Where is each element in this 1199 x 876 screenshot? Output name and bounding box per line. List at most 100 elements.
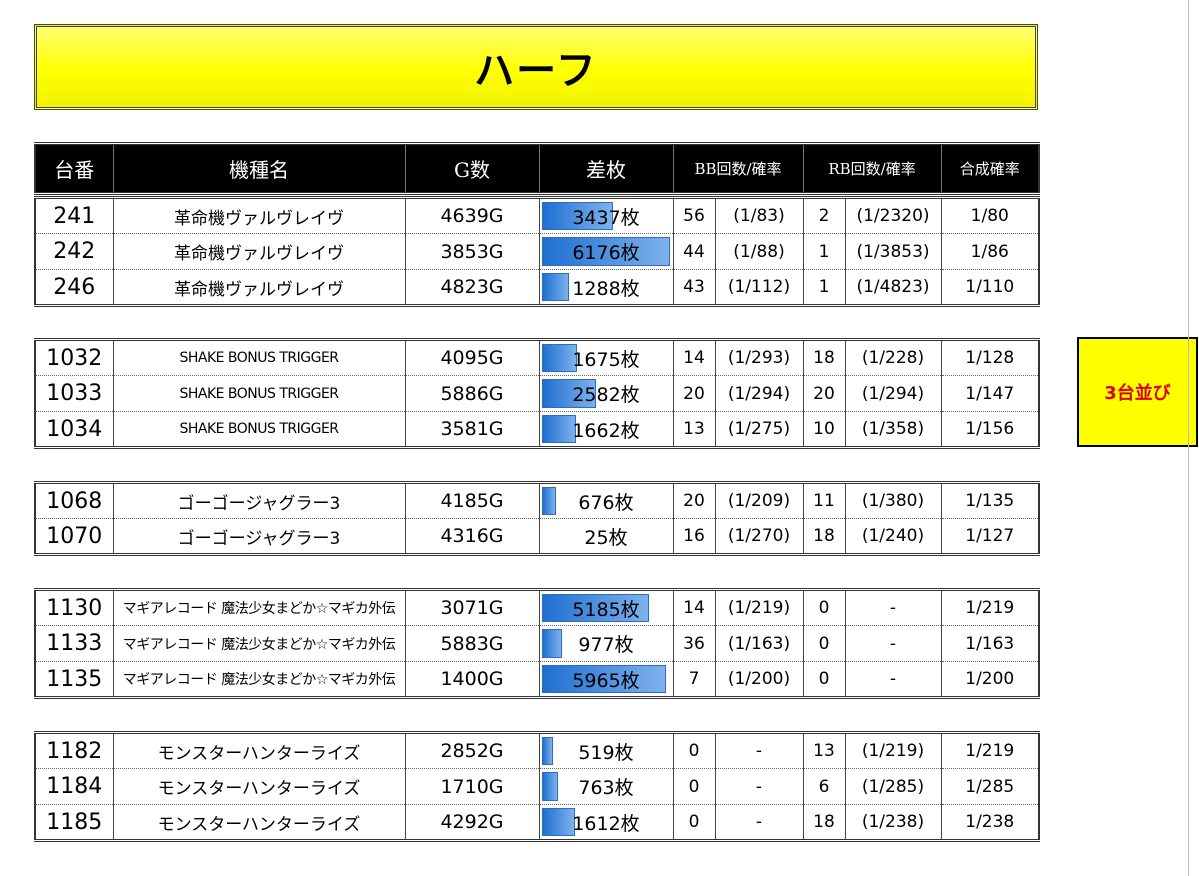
game-count: 5886G [404,375,540,412]
rb-probability: (1/294) [844,375,942,412]
game-count: 3071G [404,589,540,626]
machine-name: SHAKE BONUS TRIGGER [112,339,406,376]
header-machine-name: 機種名 [112,143,406,194]
header-rb: RB回数/確率 [802,143,942,194]
coin-difference: 5185枚 [538,589,674,626]
rb-count: 13 [802,732,846,769]
bb-count: 0 [672,804,716,841]
coin-difference-text: 977枚 [578,634,634,656]
table-row: 1185 モンスターハンターライズ 4292G 1612枚 0-18 (1/238) 1/2… [34,804,1040,841]
game-count: 3853G [404,233,540,270]
rb-count: 1 [802,269,846,306]
bb-count: 14 [672,589,716,626]
bb-count: 16 [672,518,716,555]
bb-count: 0 [672,768,716,805]
combined-probability: 1/163 [940,625,1040,662]
machine-name: ゴーゴージャグラー3 [112,518,406,555]
machine-name: 革命機ヴァルヴレイヴ [112,233,406,270]
machine-number: 1130 [34,589,114,626]
header-game-count: G数 [404,143,540,194]
machine-name: マギアレコード 魔法少女まどか☆マギカ外伝 [112,661,406,698]
machine-group: 1130 マギアレコード 魔法少女まどか☆マギカ外伝 3071G 5185枚 14 (1/… [34,588,1040,699]
bb-probability: (1/219) [714,589,804,626]
table-row: 1133 マギアレコード 魔法少女まどか☆マギカ外伝 5883G 977枚 36 (1/1… [34,625,1040,662]
table-row: 1130 マギアレコード 魔法少女まどか☆マギカ外伝 3071G 5185枚 14 (1/… [34,589,1040,626]
bb-probability: (1/209) [714,482,804,519]
rb-probability: (1/238) [844,804,942,841]
coin-difference: 3437枚 [538,197,674,234]
machine-name: 革命機ヴァルヴレイヴ [112,269,406,306]
game-count: 4823G [404,269,540,306]
machine-name: モンスターハンターライズ [112,768,406,805]
bb-count: 44 [672,233,716,270]
bb-probability: (1/88) [714,233,804,270]
combined-probability: 1/135 [940,482,1040,519]
machine-name: マギアレコード 魔法少女まどか☆マギカ外伝 [112,625,406,662]
coin-difference-bar [541,202,613,230]
game-count: 5883G [404,625,540,662]
machine-number: 1032 [34,339,114,376]
rb-probability: (1/219) [844,732,942,769]
rb-probability: (1/380) [844,482,942,519]
rb-count: 18 [802,339,846,376]
coin-difference-bar [541,415,576,443]
machine-number: 1070 [34,518,114,555]
table-row: 1070 ゴーゴージャグラー3 4316G 25枚 16 (1/270) 18 (1/240)… [34,518,1040,555]
rb-count: 18 [802,804,846,841]
machine-name: SHAKE BONUS TRIGGER [112,411,406,448]
coin-difference-text: 1612枚 [572,812,640,835]
coin-difference: 1612枚 [538,804,674,841]
coin-difference: 1662枚 [538,411,674,448]
machine-group: 1182 モンスターハンターライズ 2852G 519枚 0-13 (1/219) 1/21… [34,731,1040,842]
coin-difference-bar [541,772,558,801]
coin-difference-text: 519枚 [578,741,634,764]
rb-probability: (1/4823) [844,269,942,306]
game-count: 1710G [404,768,540,805]
rb-probability: (1/285) [844,768,942,805]
coin-difference: 25枚 [538,518,674,555]
coin-difference-text: 763枚 [578,777,634,799]
combined-probability: 1/219 [940,732,1040,769]
coin-difference-text: 676枚 [578,491,634,514]
coin-difference-bar [541,273,569,301]
machine-number: 1185 [34,804,114,841]
machine-number: 1184 [34,768,114,805]
game-count: 4185G [404,482,540,519]
combined-probability: 1/80 [940,197,1040,234]
bb-count: 20 [672,375,716,412]
bb-count: 7 [672,661,716,698]
table-row: 246 革命機ヴァルヴレイヴ 4823G 1288枚 43 (1/112) 1 (1/4823… [34,269,1040,306]
combined-probability: 1/128 [940,339,1040,376]
header-combined-probability: 合成確率 [940,143,1040,194]
combined-probability: 1/219 [940,589,1040,626]
table-row: 242 革命機ヴァルヴレイヴ 3853G 6176枚 44 (1/88) 1 (1/3853)… [34,233,1040,270]
rb-count: 20 [802,375,846,412]
rb-count: 11 [802,482,846,519]
combined-probability: 1/147 [940,375,1040,412]
machine-name: モンスターハンターライズ [112,804,406,841]
game-count: 4095G [404,339,540,376]
coin-difference-bar [541,737,553,765]
coin-difference-bar [541,665,666,693]
header-machine-number: 台番 [34,143,114,194]
bb-count: 36 [672,625,716,662]
coin-difference: 977枚 [538,625,674,662]
coin-difference-text: 3437枚 [572,206,640,229]
rb-probability: - [844,625,942,662]
bb-probability: (1/270) [714,518,804,555]
table-row: 1182 モンスターハンターライズ 2852G 519枚 0-13 (1/219) 1/21… [34,732,1040,769]
bb-probability: (1/163) [714,625,804,662]
bb-probability: (1/83) [714,197,804,234]
game-count: 1400G [404,661,540,698]
rb-probability: (1/358) [844,411,942,448]
machine-group: 241 革命機ヴァルヴレイヴ 4639G 3437枚 56 (1/83) 2 (1/2320)… [34,196,1040,307]
coin-difference-bar [541,629,562,658]
machine-number: 1068 [34,482,114,519]
coin-difference: 5965枚 [538,661,674,698]
bb-count: 20 [672,482,716,519]
coin-difference-bar [541,344,577,372]
bb-probability: (1/293) [714,339,804,376]
rb-count: 2 [802,197,846,234]
combined-probability: 1/127 [940,518,1040,555]
coin-difference-text: 2582枚 [572,384,640,406]
